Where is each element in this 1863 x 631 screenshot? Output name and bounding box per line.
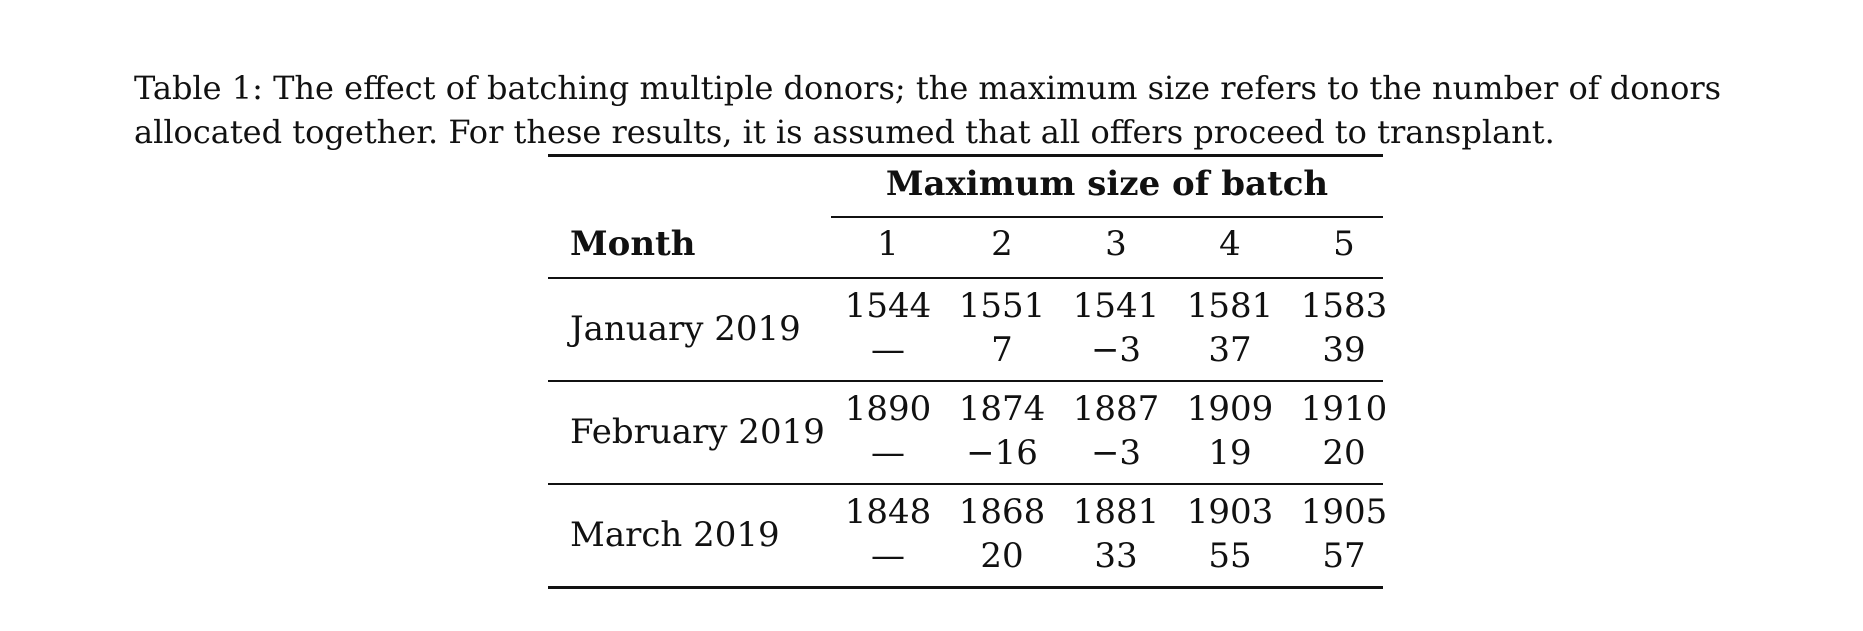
row-rule-1 [548,380,1383,382]
table-cell-diff: 39 [1322,330,1366,370]
column-header: 2 [991,224,1013,264]
table-cell-diff: — [871,330,905,370]
column-header: 5 [1333,224,1355,264]
bottom-rule [548,586,1383,589]
table-cell-diff: 7 [991,330,1013,370]
table-cell-value: 1903 [1186,492,1274,532]
row-rule-2 [548,483,1383,485]
table-caption: Table 1: The effect of batching multiple… [134,69,1722,151]
table-cell-value: 1581 [1186,286,1274,326]
table-cell-diff: 20 [1322,433,1366,473]
column-header: 3 [1105,224,1127,264]
table-cell-value: 1551 [958,286,1046,326]
table-cell-diff: −3 [1090,330,1142,370]
row-month-label: February 2019 [570,412,825,452]
table-cell-diff: — [871,536,905,576]
table-cell-value: 1848 [844,492,932,532]
table-cell-diff: −16 [966,433,1038,473]
month-header: Month [570,224,696,264]
table-cell-diff: 20 [980,536,1024,576]
row-month-label: January 2019 [570,309,801,349]
table-cell-diff: 37 [1208,330,1252,370]
table-cell-diff: 55 [1208,536,1252,576]
column-header: 1 [877,224,899,264]
table-cell-value: 1868 [958,492,1046,532]
table-cell-value: 1541 [1072,286,1160,326]
top-rule [548,154,1383,157]
table-cell-diff: 57 [1322,536,1366,576]
table-cell-diff: −3 [1090,433,1142,473]
table-cell-value: 1909 [1186,389,1274,429]
table-cell-diff: — [871,433,905,473]
table-cell-value: 1874 [958,389,1046,429]
table-cell-value: 1887 [1072,389,1160,429]
group-header: Maximum size of batch [885,164,1329,204]
table-cell-value: 1890 [844,389,932,429]
column-header: 4 [1219,224,1241,264]
table-cell-diff: 33 [1094,536,1138,576]
group-header-rule [831,216,1383,218]
row-month-label: March 2019 [570,515,780,555]
table-cell-value: 1583 [1300,286,1388,326]
table-cell-diff: 19 [1208,433,1252,473]
table-cell-value: 1544 [844,286,932,326]
table-cell-value: 1905 [1300,492,1388,532]
table-cell-value: 1910 [1300,389,1388,429]
table-cell-value: 1881 [1072,492,1160,532]
header-rule [548,277,1383,279]
